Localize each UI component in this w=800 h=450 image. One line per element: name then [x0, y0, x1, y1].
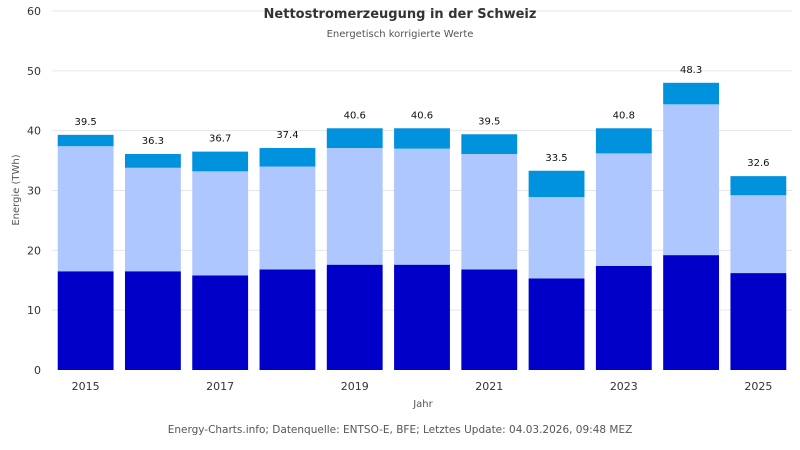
chart-title: Nettostromerzeugung in der Schweiz	[264, 7, 537, 22]
y-tick-label: 40	[27, 125, 41, 138]
x-tick-label: 2023	[610, 380, 638, 393]
bars	[57, 82, 787, 370]
total-label: 33.5	[545, 153, 567, 164]
bar-segment	[192, 151, 249, 172]
x-tick-label: 2015	[72, 380, 100, 393]
total-label: 32.6	[747, 158, 769, 169]
bar-segment	[326, 148, 383, 265]
bar-segment	[259, 269, 316, 370]
total-labels: 39.5 36.3 36.7 37.4 40.6 40.6 39.5 33.5 40.8 48.3…	[75, 65, 770, 169]
bar-segment	[528, 170, 585, 198]
bar-segment	[730, 273, 787, 370]
bar-segment	[192, 171, 249, 276]
x-tick-label: 2019	[341, 380, 369, 393]
total-label: 37.4	[276, 130, 298, 141]
bar-segment	[124, 167, 181, 272]
bar-segment	[124, 271, 181, 370]
bar-segment	[663, 255, 720, 370]
y-tick-label: 20	[27, 244, 41, 257]
bar-segment	[730, 176, 787, 196]
y-tick-label: 10	[27, 304, 41, 317]
total-label: 48.3	[680, 65, 702, 76]
y-tick-label: 0	[34, 364, 41, 377]
total-label: 40.8	[613, 110, 635, 121]
total-label: 36.7	[209, 134, 231, 145]
bar-segment	[57, 134, 114, 147]
total-label: 39.5	[75, 117, 97, 128]
total-label: 39.5	[478, 116, 500, 127]
total-label: 40.6	[411, 110, 433, 121]
y-tick-label: 30	[27, 185, 41, 198]
bar-segment	[461, 269, 518, 370]
bar-segment	[192, 275, 249, 370]
total-label: 36.3	[142, 136, 164, 147]
bar-segment	[595, 265, 652, 370]
x-tick-label: 2017	[206, 380, 234, 393]
x-tick-label: 2025	[744, 380, 772, 393]
y-axis-label: Energie (TWh)	[11, 154, 22, 225]
bar-segment	[259, 148, 316, 167]
y-tick-label: 50	[27, 65, 41, 78]
y-tick-label: 60	[27, 5, 41, 18]
bar-segment	[663, 82, 720, 105]
bar-segment	[528, 278, 585, 370]
bar-segment	[124, 154, 181, 168]
chart-subtitle: Energetisch korrigierte Werte	[327, 29, 474, 40]
bar-segment	[528, 197, 585, 279]
bar-segment	[595, 153, 652, 266]
x-axis-ticks: 2015 2017 2019 2021 2023 2025	[72, 380, 773, 393]
y-axis-ticks: 0 10 20 30 40 50 60	[27, 5, 41, 377]
bar-segment	[461, 154, 518, 270]
bar-segment	[394, 128, 450, 149]
bar-segment	[461, 134, 518, 155]
bar-segment	[259, 166, 316, 270]
bar-segment	[394, 264, 450, 370]
bar-segment	[663, 104, 720, 256]
credits: Energy-Charts.info; Datenquelle: ENTSO-E…	[168, 424, 633, 436]
bar-segment	[730, 195, 787, 274]
bar-segment	[326, 264, 383, 370]
bar-segment	[326, 128, 383, 149]
bar-segment	[57, 271, 114, 370]
bar-segment	[595, 128, 652, 154]
x-axis-label: Jahr	[412, 399, 433, 410]
x-tick-label: 2021	[475, 380, 503, 393]
bar-segment	[394, 148, 450, 265]
bar-segment	[57, 146, 114, 272]
total-label: 40.6	[344, 110, 366, 121]
